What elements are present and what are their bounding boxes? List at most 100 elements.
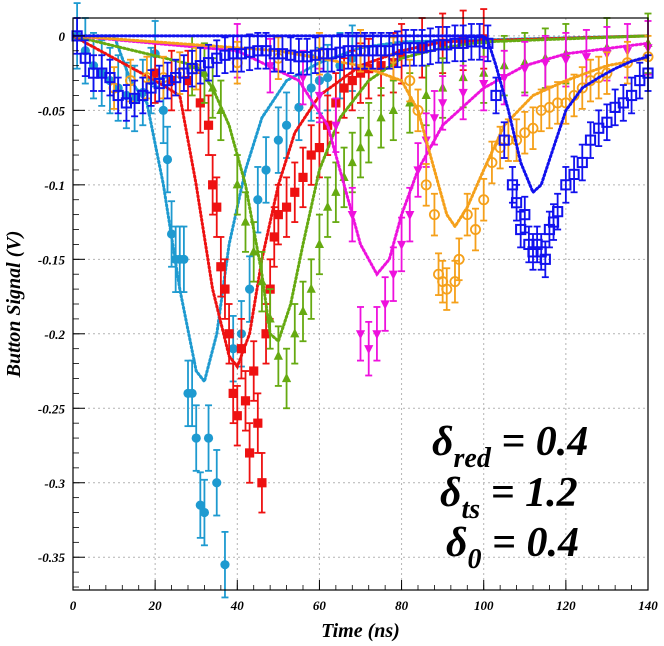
data-point (216, 262, 226, 272)
y-tick-label: 0 (59, 29, 66, 44)
y-tick-label: -0.15 (38, 252, 66, 267)
data-point (347, 75, 357, 86)
data-point (441, 283, 453, 295)
data-point (560, 179, 572, 191)
data-point (539, 253, 551, 265)
data-point (453, 253, 465, 265)
data-point (249, 366, 259, 376)
data-point (162, 154, 173, 165)
data-point (220, 284, 230, 294)
data-point (199, 507, 210, 518)
data-point (257, 276, 267, 286)
data-point (601, 116, 613, 128)
data-point (158, 105, 168, 115)
data-point (273, 135, 283, 145)
data-point (191, 433, 201, 443)
data-point (490, 89, 502, 102)
data-point (245, 284, 255, 294)
data-point (212, 478, 222, 488)
data-point (355, 68, 366, 78)
simulation-curve (71, 34, 650, 230)
data-point (413, 166, 423, 176)
data-point (314, 91, 325, 102)
data-point (306, 150, 316, 160)
data-point (364, 345, 374, 355)
data-point (561, 56, 571, 66)
data-point (203, 120, 214, 130)
data-point (593, 72, 605, 84)
data-point (166, 229, 177, 239)
x-tick-label: 140 (638, 598, 658, 613)
data-point (388, 270, 398, 280)
data-point (482, 37, 494, 49)
data-point (240, 396, 251, 406)
data-point (290, 328, 300, 338)
data-point (298, 305, 308, 316)
y-tick-label: -0.25 (38, 401, 66, 416)
data-point (376, 112, 386, 122)
data-point (257, 478, 267, 488)
data-point (203, 433, 214, 443)
data-point (458, 88, 468, 99)
x-tick-label: 100 (474, 598, 494, 613)
data-point (540, 59, 550, 69)
data-point (621, 57, 633, 69)
data-point (355, 141, 366, 152)
data-point (306, 283, 316, 293)
data-point (355, 330, 366, 340)
data-point (187, 388, 197, 398)
data-point (510, 197, 523, 209)
data-point (150, 68, 160, 78)
data-point (220, 560, 230, 570)
data-point (314, 238, 325, 249)
x-tick-label: 80 (395, 598, 409, 613)
data-point (216, 104, 226, 114)
data-point (519, 209, 531, 221)
data-point (576, 82, 588, 94)
data-point (212, 202, 222, 212)
data-point (461, 209, 473, 221)
data-point (137, 89, 149, 102)
data-point (240, 216, 251, 226)
x-tick-label: 0 (70, 598, 77, 613)
data-point (479, 79, 489, 90)
data-point (253, 195, 263, 205)
data-point (261, 165, 271, 175)
data-point (195, 500, 205, 510)
data-point (478, 194, 490, 206)
data-point (232, 179, 242, 189)
data-point (372, 330, 382, 340)
data-point (228, 344, 238, 354)
data-point (347, 211, 357, 221)
data-point (584, 134, 597, 146)
data-point (79, 52, 91, 64)
data-point (520, 65, 530, 75)
data-point (232, 411, 242, 421)
data-point (364, 127, 374, 137)
data-point (323, 201, 333, 211)
data-point (261, 329, 271, 339)
data-point (581, 53, 591, 63)
data-point (281, 202, 292, 212)
data-point (314, 142, 325, 153)
data-point (265, 62, 275, 72)
data-point (568, 168, 580, 181)
annotation-text: δ0 = 0.4 (446, 520, 579, 575)
data-point (527, 122, 539, 134)
data-point (420, 179, 432, 191)
y-tick-label: -0.2 (44, 327, 65, 342)
y-tick-label: -0.05 (38, 103, 66, 118)
simulation-curve (71, 34, 650, 277)
data-point (576, 156, 588, 169)
data-point (298, 73, 308, 84)
data-point (245, 448, 255, 458)
data-point (331, 186, 341, 196)
data-point (323, 72, 333, 83)
data-point (404, 75, 416, 87)
annotation-text: δred = 0.4 (432, 419, 588, 474)
data-point (498, 134, 510, 146)
annotation-text: δts = 1.2 (440, 470, 578, 525)
data-point (552, 206, 564, 218)
data-point (380, 300, 390, 310)
